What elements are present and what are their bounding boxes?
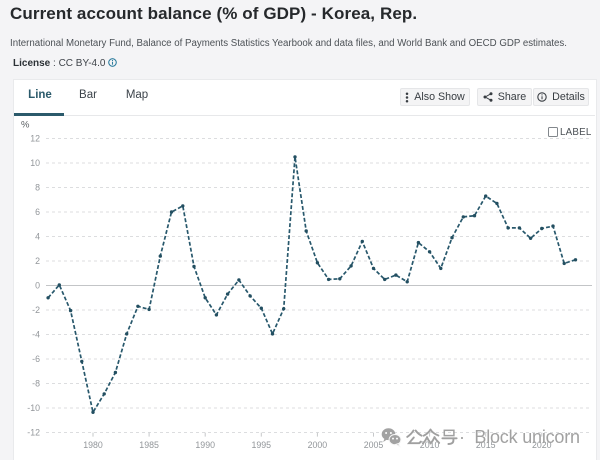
svg-text:2: 2 — [35, 256, 40, 266]
svg-text:2000: 2000 — [308, 440, 328, 450]
svg-text:10: 10 — [30, 158, 40, 168]
svg-text:-12: -12 — [27, 428, 40, 438]
svg-text:1985: 1985 — [139, 440, 159, 450]
svg-text:-2: -2 — [32, 305, 40, 315]
svg-text:-10: -10 — [27, 403, 40, 413]
svg-text:%: % — [21, 119, 30, 130]
svg-text:4: 4 — [35, 232, 40, 242]
svg-text:0: 0 — [35, 281, 40, 291]
svg-text:6: 6 — [35, 207, 40, 217]
svg-text:8: 8 — [35, 183, 40, 193]
svg-text:2020: 2020 — [532, 440, 552, 450]
svg-text:-6: -6 — [32, 354, 40, 364]
svg-text:2015: 2015 — [476, 440, 496, 450]
svg-text:-4: -4 — [32, 330, 40, 340]
svg-text:-8: -8 — [32, 379, 40, 389]
svg-text:12: 12 — [30, 134, 40, 144]
svg-text:2005: 2005 — [364, 440, 384, 450]
svg-text:1990: 1990 — [195, 440, 215, 450]
svg-text:1995: 1995 — [252, 440, 272, 450]
svg-text:2010: 2010 — [420, 440, 440, 450]
svg-text:1980: 1980 — [83, 440, 103, 450]
